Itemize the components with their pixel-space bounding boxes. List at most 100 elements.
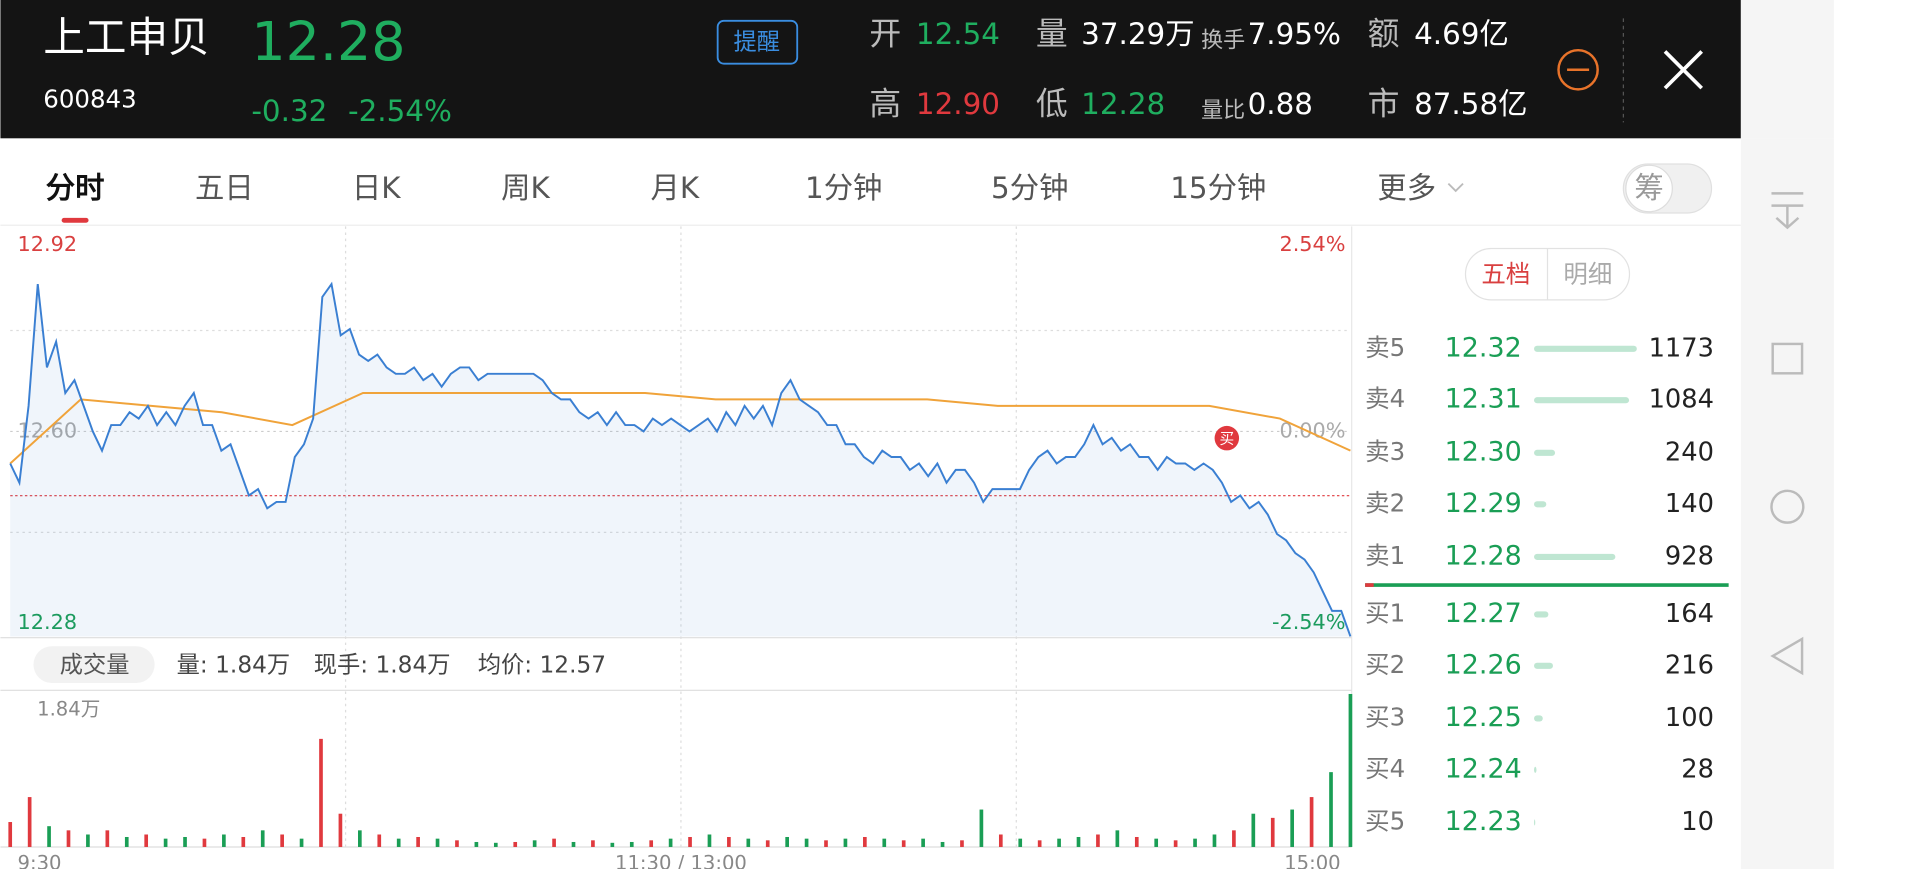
book-volume: 100: [1665, 703, 1714, 733]
tab[interactable]: 更多: [1377, 171, 1436, 205]
stat-value: 87.58亿: [1414, 87, 1527, 121]
book-volume: 28: [1681, 754, 1714, 784]
x-tick-label: 15:00: [1284, 852, 1340, 869]
volume-bar: [571, 841, 576, 847]
nav-back[interactable]: [1770, 636, 1804, 676]
nav-panel: [1740, 0, 1834, 139]
x-tick-label: 9:30: [18, 852, 62, 869]
volume-bar: [629, 841, 634, 847]
alert-button[interactable]: [716, 19, 799, 65]
volume-bar: [183, 836, 187, 847]
order-book: 卖5 12.32 1173 卖4 12.31 1084 卖3 12.30 240 卖2 12.29 1…: [1365, 332, 1714, 837]
volume-tag-pill[interactable]: [33, 646, 155, 683]
book-bar: [1534, 553, 1616, 560]
close-button[interactable]: [1663, 50, 1704, 90]
volume-bar: [163, 838, 168, 847]
volume-bar: [66, 830, 71, 847]
nav-recent[interactable]: [1771, 342, 1804, 375]
volume-bar: [1251, 813, 1256, 847]
volume-bar: [843, 838, 848, 847]
book-volume: 1173: [1649, 333, 1714, 363]
volume-tick-label: 1.84万: [37, 697, 100, 720]
book-bar: [1534, 766, 1537, 773]
book-label: 买4: [1365, 754, 1405, 783]
volume-bar: [27, 797, 32, 847]
book-label: 卖4: [1365, 384, 1405, 413]
stat-value: 4.69亿: [1414, 17, 1509, 51]
volume-bar: [435, 838, 440, 847]
nav-icon[interactable]: [1771, 192, 1804, 230]
volume-bar: [921, 838, 925, 847]
price-change-pct: -2.54%: [348, 94, 452, 128]
stat-label: 额: [1368, 14, 1400, 52]
tab[interactable]: 五日: [195, 171, 254, 205]
volume-bar: [979, 809, 984, 847]
tab-bar: 分时 五日 日K 周K 月K 1分钟 5分钟 15分钟 更多: [46, 171, 1436, 205]
book-tab[interactable]: 五档: [1481, 259, 1530, 288]
y-tick-label: 12.92: [18, 232, 78, 256]
price-change: -0.32: [251, 94, 327, 128]
volume-tag[interactable]: 成交量: [60, 651, 130, 678]
book-volume: 1084: [1649, 385, 1714, 415]
volume-bar: [1270, 817, 1275, 847]
average-line: [9, 392, 1351, 465]
volume-bar: [416, 836, 420, 847]
stat-value: 12.90: [916, 87, 1000, 121]
volume-bar: [824, 840, 828, 847]
tab[interactable]: 5分钟: [991, 171, 1068, 205]
book-volume: 240: [1665, 437, 1714, 467]
stat-label: 市: [1368, 84, 1400, 122]
volume-bar: [47, 826, 51, 847]
book-label: 卖3: [1365, 437, 1405, 466]
volume-bar: [591, 840, 595, 847]
volume-bar: [785, 836, 789, 847]
volume-bar: [280, 834, 284, 847]
book-label: 卖1: [1365, 541, 1405, 570]
book-label: 买2: [1365, 650, 1405, 679]
stat-label: 量: [1036, 14, 1068, 52]
volume-bar: [1329, 772, 1333, 847]
pct-tick-label: 2.54%: [1279, 232, 1345, 256]
volume-bar: [1309, 797, 1314, 847]
volume-bar: [610, 842, 615, 847]
book-label: 买5: [1365, 806, 1405, 835]
volume-bar: [105, 830, 110, 847]
toggle-knob: [1625, 164, 1673, 213]
book-tab[interactable]: 明细: [1563, 259, 1612, 288]
alert-label[interactable]: 提醒: [734, 28, 781, 55]
book-price: 12.26: [1445, 649, 1522, 680]
volume-bar: [1193, 838, 1197, 847]
volume-bar: [765, 840, 770, 847]
volume-bar: [377, 834, 382, 847]
volume-bar: [241, 836, 246, 847]
volume-bar: [1154, 838, 1159, 847]
volume-bar: [1096, 834, 1100, 847]
volume-info: 均价: 12.57: [478, 651, 606, 678]
collapse-button[interactable]: [1557, 48, 1599, 91]
tab[interactable]: 分时: [46, 171, 105, 205]
volume-bar: [552, 838, 556, 847]
tab[interactable]: 15分钟: [1170, 171, 1266, 205]
tab[interactable]: 1分钟: [805, 171, 882, 205]
toggle-label: 筹: [1634, 171, 1663, 205]
volume-bar: [8, 822, 13, 847]
nav-home[interactable]: [1770, 489, 1805, 524]
volume-bar: [1232, 830, 1236, 847]
stat-label: 换手: [1201, 29, 1245, 54]
book-price: 12.32: [1445, 332, 1522, 363]
book-volume: 164: [1665, 599, 1714, 629]
volume-bar: [493, 842, 498, 847]
price-area: [10, 284, 1351, 637]
book-bar: [1534, 715, 1543, 722]
tab[interactable]: 月K: [651, 171, 700, 205]
stock-code: 600843: [43, 84, 136, 113]
tab[interactable]: 日K: [352, 171, 401, 205]
volume-bar: [144, 834, 149, 847]
nav-panel: [1740, 138, 1834, 869]
tab[interactable]: 周K: [501, 171, 550, 205]
price-line: [9, 281, 1352, 637]
volume-bar: [901, 840, 906, 847]
